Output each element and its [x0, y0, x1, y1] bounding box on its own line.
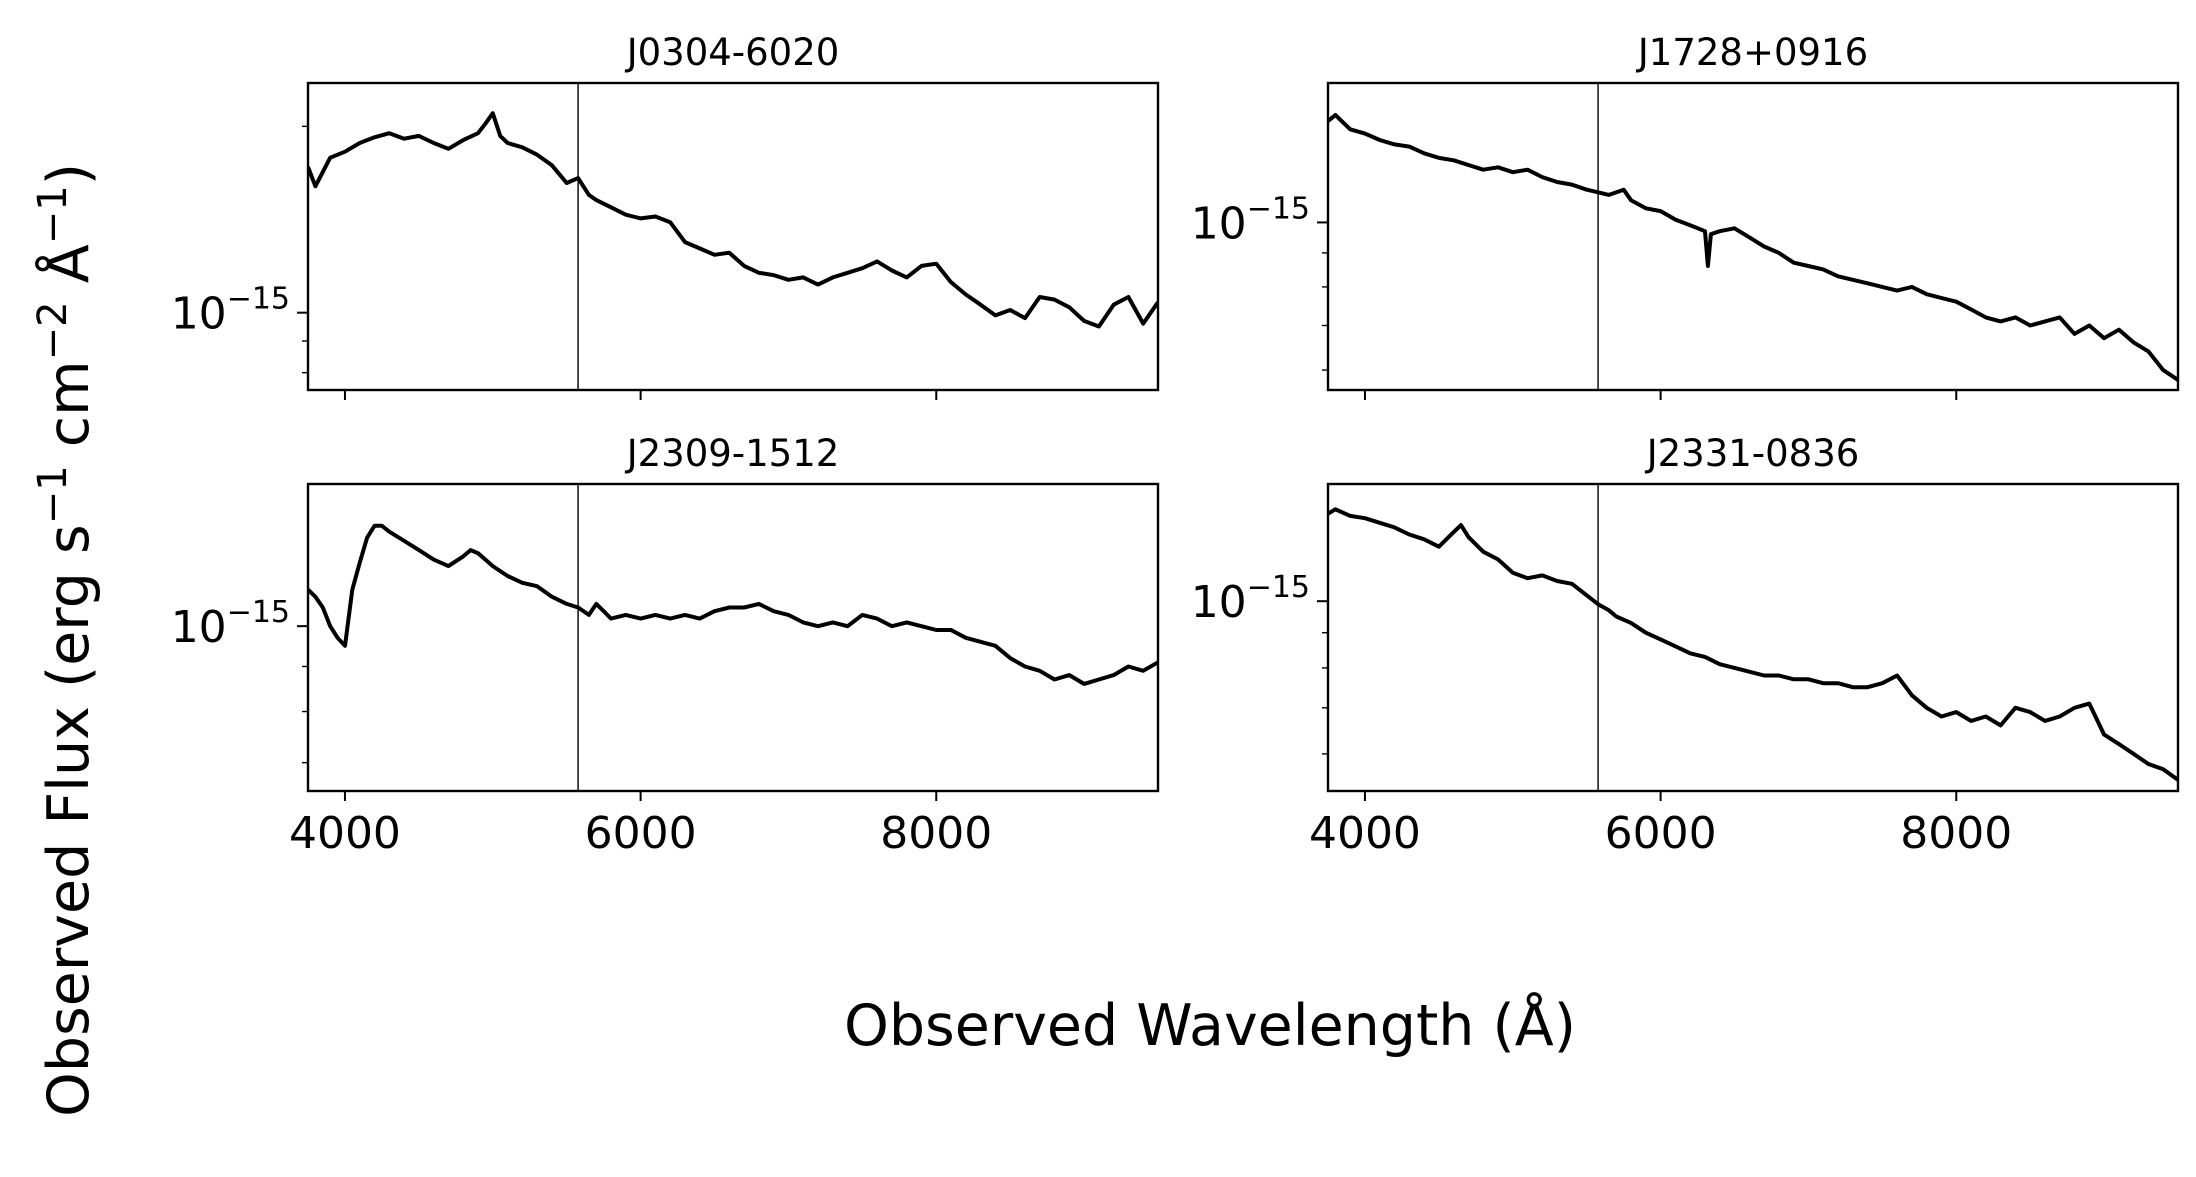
panels-group: 10−15 J0304-6020 10−15 J1728+0916 4000 6000 80… — [171, 31, 2180, 859]
x-axis-label: Observed Wavelength (Å) — [844, 991, 1576, 1059]
x-tick-label-4000: 4000 — [1309, 808, 1421, 859]
axis-frame-2 — [1326, 81, 2180, 392]
x-tick-label-8000: 8000 — [880, 808, 992, 859]
x-tick-label-8000: 8000 — [1900, 808, 2012, 859]
panel-title-4: J2331-0836 — [1645, 432, 1860, 475]
spectrum-line-3 — [308, 523, 1158, 686]
y-tick-label-4: 10−15 — [1191, 570, 1310, 628]
panel-title-1: J0304-6020 — [625, 31, 840, 74]
spectrum-line-4 — [1328, 507, 2178, 782]
panel-2: 10−15 J1728+0916 — [1191, 31, 2180, 400]
y-axis-label: Observed Flux (erg s−1 cm−2 Å−1) — [30, 163, 102, 1117]
x-tick-label-4000: 4000 — [289, 808, 401, 859]
x-tick-label-6000: 6000 — [585, 808, 697, 859]
axis-frame-1 — [306, 81, 1160, 392]
y-tick-label-1: 10−15 — [171, 282, 290, 340]
panel-title-2: J1728+0916 — [1636, 31, 1868, 74]
panel-title-3: J2309-1512 — [625, 432, 840, 475]
panel-1: 10−15 J0304-6020 — [171, 31, 1160, 400]
spectrum-line-1 — [308, 111, 1158, 329]
spectrum-line-2 — [1328, 113, 2178, 382]
y-tick-label-3: 10−15 — [171, 595, 290, 653]
x-tick-label-6000: 6000 — [1605, 808, 1717, 859]
panel-4: 4000 6000 8000 10−15 J2331-0836 — [1191, 432, 2180, 859]
axis-frame-4 — [1326, 482, 2180, 793]
y-tick-label-2: 10−15 — [1191, 191, 1310, 249]
panel-3: 4000 6000 8000 10−15 J2309-1512 — [171, 432, 1160, 859]
axis-frame-3 — [306, 482, 1160, 793]
